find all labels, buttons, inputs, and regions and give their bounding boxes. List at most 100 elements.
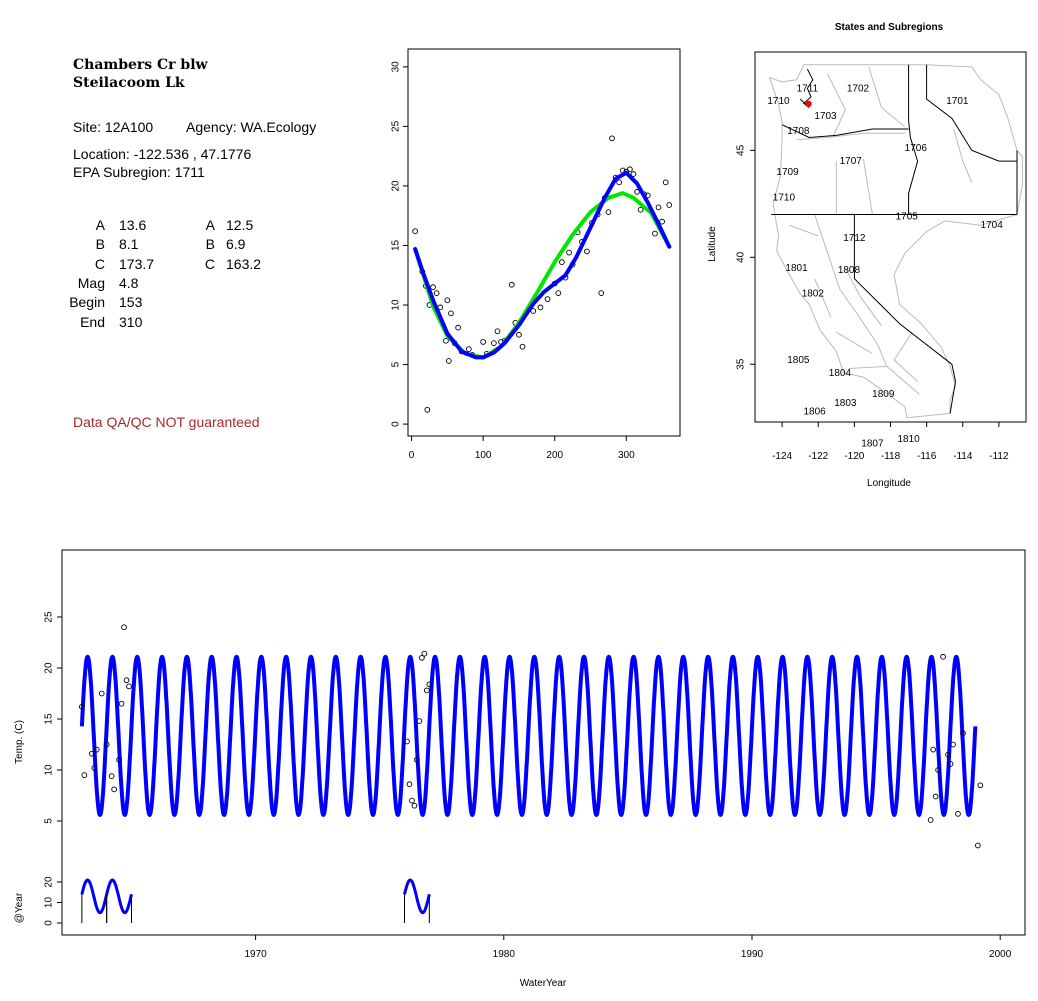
data-point <box>93 746 100 753</box>
data-point <box>98 690 105 697</box>
param-label: A <box>95 217 105 233</box>
data-point <box>630 171 637 177</box>
coastline <box>799 68 814 108</box>
green-fit-line <box>413 191 672 360</box>
data-point <box>465 346 472 352</box>
data-point <box>955 811 961 817</box>
data-point <box>609 135 615 142</box>
data-point <box>662 179 669 186</box>
data-point <box>947 761 954 767</box>
y-tick-label: 20 <box>391 180 402 192</box>
data-point <box>406 781 413 788</box>
agency-label: Agency: WA.Ecology <box>186 119 317 135</box>
x-tick-label: -124 <box>772 451 792 462</box>
param-value: 310 <box>119 313 143 330</box>
data-point <box>659 218 665 225</box>
region-label: 1710 <box>767 96 790 107</box>
param-value: 6.9 <box>226 236 246 253</box>
region-label: 1807 <box>861 438 884 449</box>
data-point <box>605 209 612 215</box>
x-tick-label: 1980 <box>493 949 516 960</box>
data-point <box>494 328 501 335</box>
data-point <box>544 296 551 302</box>
x-tick-label: 0 <box>409 450 415 461</box>
data-point <box>930 746 937 753</box>
subregion-boundary <box>789 224 819 237</box>
data-point <box>555 290 562 296</box>
y-axis-label: Temp. (C) <box>14 720 25 764</box>
state-boundary <box>908 64 919 215</box>
x-tick-label: -118 <box>881 451 901 462</box>
data-point <box>455 324 461 331</box>
region-label: 1810 <box>897 434 920 445</box>
y-tick-label: 5 <box>391 361 402 367</box>
plot-frame <box>61 549 1026 936</box>
data-point <box>409 797 415 804</box>
data-point <box>412 228 419 235</box>
state-boundary <box>853 214 957 414</box>
y2-tick-label: 0 <box>44 920 55 926</box>
x-tick-label: 1990 <box>741 949 764 960</box>
region-label: 1802 <box>802 289 825 300</box>
x-tick-label: 1970 <box>244 949 267 960</box>
time-series-plot: 1970 1980 1990 2000 5 10 15 20 25 0 10 20 Temp. (C) @… <box>14 549 1026 989</box>
x-tick-label: 2000 <box>989 949 1012 960</box>
y-tick-label: 45 <box>736 144 747 156</box>
subregion-boundary <box>844 267 882 327</box>
region-label: 1708 <box>787 126 810 137</box>
subregion-boundary <box>814 278 832 318</box>
data-point <box>950 741 956 748</box>
region-label: 1808 <box>838 265 861 276</box>
param-label: A <box>205 217 215 233</box>
data-point <box>414 756 420 763</box>
param-value: 13.6 <box>119 217 147 233</box>
y-tick-label: 5 <box>44 818 55 824</box>
region-outline <box>768 64 1023 419</box>
region-label: 1702 <box>847 83 870 94</box>
y-tick-label: 35 <box>736 358 747 370</box>
region-label: 1803 <box>834 398 857 409</box>
region-label: 1711 <box>797 83 819 94</box>
region-label: 1804 <box>829 368 852 379</box>
data-point <box>88 750 95 757</box>
data-point <box>584 248 590 255</box>
data-point <box>103 741 110 748</box>
state-boundary <box>781 124 909 139</box>
x-tick-label: 200 <box>546 450 563 461</box>
x-tick-label: -122 <box>808 451 828 462</box>
data-point <box>404 738 410 745</box>
region-label: 1712 <box>843 233 866 244</box>
data-point <box>974 842 981 849</box>
year-curve <box>403 878 431 915</box>
subregion-label: EPA Subregion: 1711 <box>73 164 205 180</box>
x-tick-label: -116 <box>917 451 937 462</box>
site-marker <box>805 100 812 108</box>
data-point <box>519 343 526 350</box>
region-label: 1701 <box>946 96 969 107</box>
param-label: B <box>95 236 105 253</box>
param-value: 163.2 <box>226 255 262 272</box>
region-label: 1709 <box>776 167 799 178</box>
x-axis-label: WaterYear <box>520 978 567 989</box>
y-tick-label: 0 <box>391 421 402 427</box>
region-label: 1806 <box>803 406 826 417</box>
data-point <box>443 337 449 344</box>
region-label: 1805 <box>787 355 810 366</box>
data-point <box>123 677 130 684</box>
data-point <box>79 703 85 710</box>
data-point <box>537 304 544 311</box>
plot-frame <box>407 48 681 437</box>
fit-line <box>79 654 978 817</box>
subregion-boundary <box>826 73 846 138</box>
data-point <box>433 290 440 296</box>
data-point <box>945 751 951 758</box>
param-label: End <box>80 313 105 330</box>
data-point <box>616 179 623 186</box>
data-point <box>424 406 431 413</box>
data-point <box>652 230 658 237</box>
subregion-boundary <box>796 132 905 141</box>
data-point <box>480 339 487 345</box>
data-point <box>108 773 115 779</box>
region-label: 1809 <box>872 389 895 400</box>
